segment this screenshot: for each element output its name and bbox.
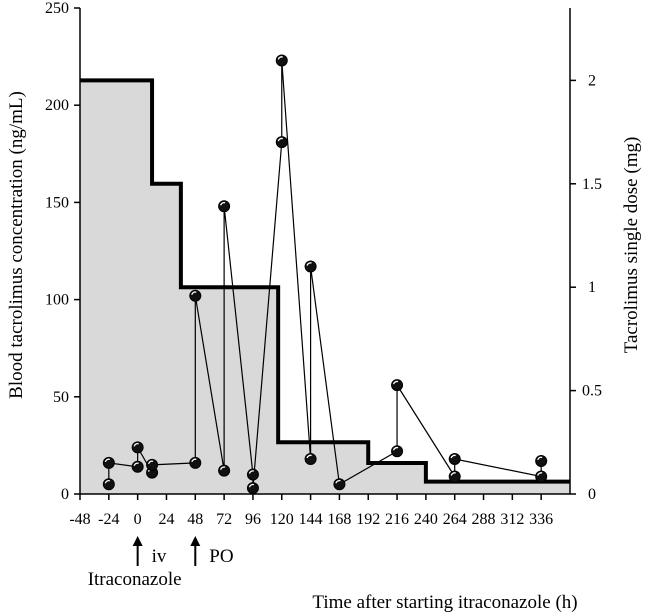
y-tick-label-right: 2 <box>588 72 596 89</box>
concentration-point-highlight <box>219 466 226 470</box>
x-tick-label: 24 <box>158 511 174 528</box>
y-axis-title-left: Blood tacrolimus concentration (ng/mL) <box>6 91 27 399</box>
concentration-point-highlight <box>392 380 399 385</box>
x-tick-label: 120 <box>270 511 294 528</box>
x-tick-label: 72 <box>216 511 232 528</box>
concentration-point-highlight <box>191 458 197 463</box>
x-tick-label: -48 <box>69 511 90 528</box>
y-tick-label-right: 1.5 <box>582 176 602 193</box>
y-tick-label-left: 0 <box>61 486 69 503</box>
annotation-label: Itraconazole <box>88 569 182 590</box>
concentration-point-highlight <box>277 137 283 142</box>
concentration-point-highlight <box>335 479 341 484</box>
annotation-arrow-head <box>132 536 143 546</box>
concentration-point-highlight <box>277 56 283 60</box>
concentration-point-highlight <box>392 446 399 451</box>
x-tick-label: 192 <box>356 511 380 528</box>
x-tick-label: 144 <box>299 511 323 528</box>
x-tick-label: 288 <box>472 511 496 528</box>
y-tick-label-left: 50 <box>53 389 69 406</box>
y-tick-label-left: 150 <box>45 194 69 211</box>
y-tick-label-right: 1 <box>588 279 596 296</box>
concentration-point-highlight <box>147 460 154 465</box>
dose-step-line <box>80 78 570 484</box>
y-tick-label-left: 100 <box>45 292 69 309</box>
concentration-point-highlight <box>219 201 226 206</box>
annotation-label: iv <box>152 546 167 567</box>
concentration-point-highlight <box>450 472 456 476</box>
x-axis-title: Time after starting itraconazole (h) <box>312 592 577 612</box>
concentration-point-highlight <box>104 458 111 463</box>
concentration-point-highlight <box>537 456 543 461</box>
x-tick-label: 48 <box>187 511 203 528</box>
x-tick-label: 168 <box>327 511 351 528</box>
axes-layer: 0 50 100 150 200 250 0 0.5 1 1.5 2 -48 -24 0 24 48 72 96 1… <box>45 0 602 590</box>
x-tick-label: -24 <box>98 511 119 528</box>
concentration-point-highlight <box>537 472 543 476</box>
annotation-arrow-head <box>190 536 201 546</box>
dose-area <box>80 80 570 494</box>
x-tick-label: 96 <box>245 511 261 528</box>
concentration-point-highlight <box>306 262 312 266</box>
concentration-point-highlight <box>248 470 255 474</box>
concentration-point-highlight <box>248 483 255 488</box>
plot-layer <box>80 54 570 495</box>
x-tick-label: 312 <box>500 511 524 528</box>
concentration-point-highlight <box>306 454 312 459</box>
y-tick-label-right: 0.5 <box>582 383 602 400</box>
x-tick-label: 0 <box>134 511 142 528</box>
concentration-point-highlight <box>450 454 456 459</box>
y-axis-title-right: Tacrolimus single dose (mg) <box>621 137 642 354</box>
concentration-point-highlight <box>104 479 111 484</box>
concentration-point-highlight <box>133 443 139 447</box>
x-tick-label: 240 <box>414 511 438 528</box>
x-tick-label: 216 <box>385 511 409 528</box>
y-tick-label-left: 200 <box>45 97 69 114</box>
concentration-point-highlight <box>191 291 197 295</box>
x-tick-label: 336 <box>529 511 553 528</box>
x-tick-label: 264 <box>443 511 467 528</box>
annotation-label: PO <box>209 546 233 567</box>
y-tick-label-right: 0 <box>588 486 596 503</box>
y-tick-label-left: 250 <box>45 0 69 17</box>
concentration-point-highlight <box>133 462 139 467</box>
